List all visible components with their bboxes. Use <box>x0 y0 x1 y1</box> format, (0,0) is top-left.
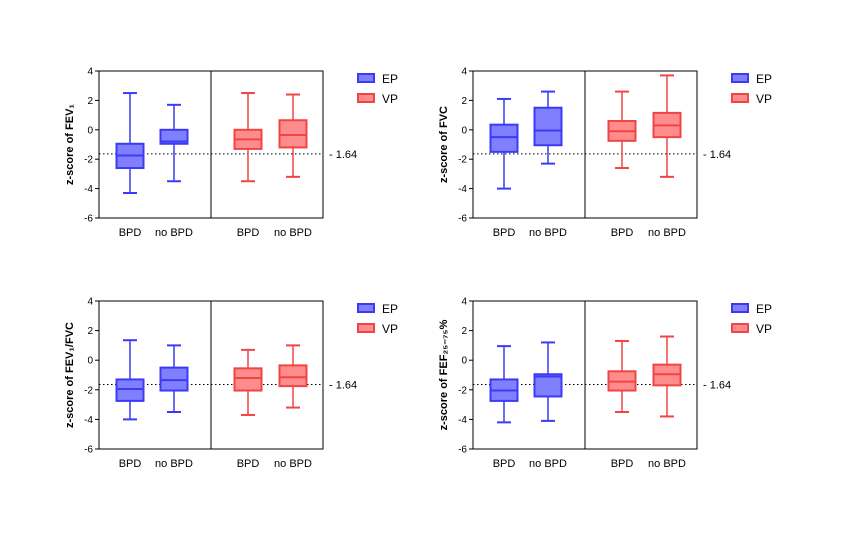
y-tick-label: 0 <box>87 356 93 367</box>
iqr-box <box>489 123 519 153</box>
x-category-label: no BPD <box>274 458 312 470</box>
iqr-box <box>233 367 263 392</box>
box-ep-bpd <box>115 92 145 195</box>
box-ep-no-bpd <box>159 344 189 413</box>
x-category-label: BPD <box>237 227 260 239</box>
y-tick-label: 4 <box>461 297 467 308</box>
x-category-label: no BPD <box>529 458 567 470</box>
iqr-box <box>278 119 308 149</box>
y-axis-label: z-score of FEV₁ <box>64 104 76 185</box>
x-category-label: no BPD <box>648 458 686 470</box>
legend-swatch-vp <box>357 93 375 103</box>
box-ep-no-bpd <box>533 90 563 165</box>
legend-swatch-vp <box>357 323 375 333</box>
y-axis-label: z-score of FEV₁/FVC <box>64 322 76 428</box>
box-ep-bpd <box>489 97 519 190</box>
reference-label: - 1.64 <box>703 379 731 391</box>
legend-label-ep: EP <box>382 302 398 316</box>
box-ep-no-bpd <box>533 341 563 422</box>
reference-label: - 1.64 <box>703 149 731 161</box>
box-vp-no-bpd <box>652 74 682 178</box>
legend-swatch-ep <box>731 73 749 83</box>
x-category-label: BPD <box>237 458 260 470</box>
y-tick-label: 0 <box>87 125 93 136</box>
y-tick-label: 0 <box>461 356 467 367</box>
y-tick-label: 2 <box>87 96 93 107</box>
chart-panel-3: 4 2 0 -2 -4 -6 z-score of FEV₁/FVC - 1.64 BPD no … <box>64 297 398 471</box>
legend-label-vp: VP <box>756 322 772 336</box>
legend-label-ep: EP <box>382 72 398 86</box>
x-category-label: BPD <box>119 227 142 239</box>
x-category-label: no BPD <box>155 227 193 239</box>
box-ep-no-bpd <box>159 103 189 183</box>
y-tick-label: -6 <box>458 445 467 456</box>
legend-label-ep: EP <box>756 302 772 316</box>
iqr-box <box>533 373 563 398</box>
y-tick-label: -6 <box>84 214 93 225</box>
legend-swatch-ep <box>731 303 749 313</box>
iqr-box <box>115 378 145 402</box>
y-tick-label: 2 <box>461 96 467 107</box>
box-ep-bpd <box>489 345 519 424</box>
x-category-label: BPD <box>119 458 142 470</box>
box-ep-bpd <box>115 339 145 421</box>
legend-swatch-ep <box>357 73 375 83</box>
box-vp-bpd <box>233 92 263 183</box>
box-vp-no-bpd <box>278 93 308 178</box>
chart-panel-4: 4 2 0 -2 -4 -6 z-score of FEF₂₅₋₇₅% - 1.64 BPD no… <box>438 297 772 471</box>
y-tick-label: -4 <box>458 415 467 426</box>
y-tick-label: -6 <box>84 445 93 456</box>
legend-label-vp: VP <box>756 92 772 106</box>
y-tick-label: 0 <box>461 125 467 136</box>
y-axis-label: z-score of FEF₂₅₋₇₅% <box>438 319 450 430</box>
iqr-box <box>159 128 189 145</box>
x-category-label: no BPD <box>155 458 193 470</box>
box-vp-bpd <box>607 339 637 413</box>
legend-swatch-ep <box>357 303 375 313</box>
legend-swatch-vp <box>731 93 749 103</box>
box-vp-bpd <box>607 90 637 170</box>
y-tick-label: 4 <box>87 297 93 308</box>
x-category-label: no BPD <box>648 227 686 239</box>
y-tick-label: -6 <box>458 214 467 225</box>
y-tick-label: 4 <box>461 67 467 78</box>
y-tick-label: -4 <box>458 184 467 195</box>
y-axis-label: z-score of FVC <box>438 106 450 183</box>
x-category-label: BPD <box>611 458 634 470</box>
legend-label-vp: VP <box>382 322 398 336</box>
box-vp-no-bpd <box>278 344 308 409</box>
iqr-box <box>278 364 308 388</box>
y-tick-label: -4 <box>84 415 93 426</box>
y-tick-label: 4 <box>87 67 93 78</box>
y-tick-label: -2 <box>84 385 93 396</box>
x-category-label: no BPD <box>529 227 567 239</box>
reference-label: - 1.64 <box>329 149 357 161</box>
x-category-label: BPD <box>493 458 516 470</box>
y-tick-label: 2 <box>461 326 467 337</box>
y-tick-label: 2 <box>87 326 93 337</box>
y-tick-label: -4 <box>84 184 93 195</box>
iqr-box <box>159 366 189 392</box>
chart-panel-2: 4 2 0 -2 -4 -6 z-score of FVC - 1.64 BPD no BPD BP… <box>438 67 772 240</box>
chart-panel-1: 4 2 0 -2 -4 -6 z-score of FEV₁ - 1.64 BPD no BPD B… <box>64 67 398 240</box>
y-tick-label: -2 <box>458 385 467 396</box>
legend-label-vp: VP <box>382 92 398 106</box>
x-category-label: BPD <box>493 227 516 239</box>
x-category-label: BPD <box>611 227 634 239</box>
box-vp-no-bpd <box>652 335 682 418</box>
y-tick-label: -2 <box>458 155 467 166</box>
legend-label-ep: EP <box>756 72 772 86</box>
y-tick-label: -2 <box>84 155 93 166</box>
x-category-label: no BPD <box>274 227 312 239</box>
legend-swatch-vp <box>731 323 749 333</box>
iqr-box <box>533 106 563 147</box>
reference-label: - 1.64 <box>329 379 357 391</box>
box-vp-bpd <box>233 348 263 416</box>
